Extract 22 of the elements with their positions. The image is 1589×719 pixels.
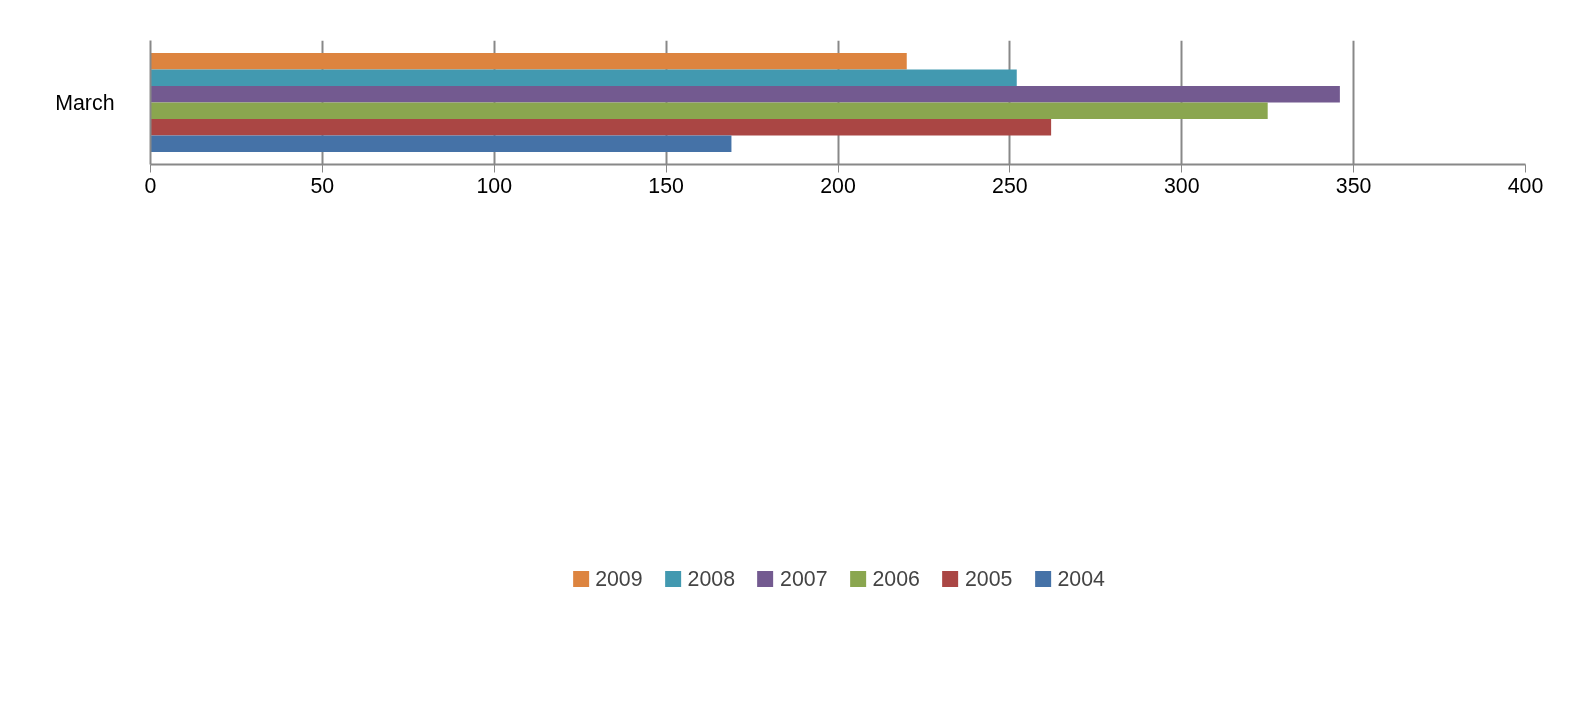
x-tick-label: 100 xyxy=(476,173,513,198)
bar xyxy=(150,52,907,70)
x-tick-label: 250 xyxy=(992,173,1028,198)
bar xyxy=(150,69,1017,86)
x-tick-label: 350 xyxy=(1335,173,1372,198)
legend-label: 2009 xyxy=(595,566,643,592)
bar xyxy=(150,85,1340,103)
legend-label: 2008 xyxy=(687,566,736,592)
legend-label: 2005 xyxy=(964,566,1013,592)
x-tick-label: 300 xyxy=(1163,173,1200,198)
bar xyxy=(150,102,1268,120)
x-tick-label: 50 xyxy=(310,173,335,198)
legend-label: 2004 xyxy=(1057,566,1105,592)
bar xyxy=(150,135,732,153)
x-tick-label: 0 xyxy=(144,173,157,198)
x-tick-label: 200 xyxy=(820,173,856,198)
y-tick-label: March xyxy=(55,90,115,115)
legend-label: 2006 xyxy=(872,566,920,592)
bar xyxy=(150,119,1052,136)
legend-label: 2007 xyxy=(780,566,828,592)
x-tick-label: 150 xyxy=(648,173,685,198)
x-tick-label: 400 xyxy=(1507,173,1544,198)
